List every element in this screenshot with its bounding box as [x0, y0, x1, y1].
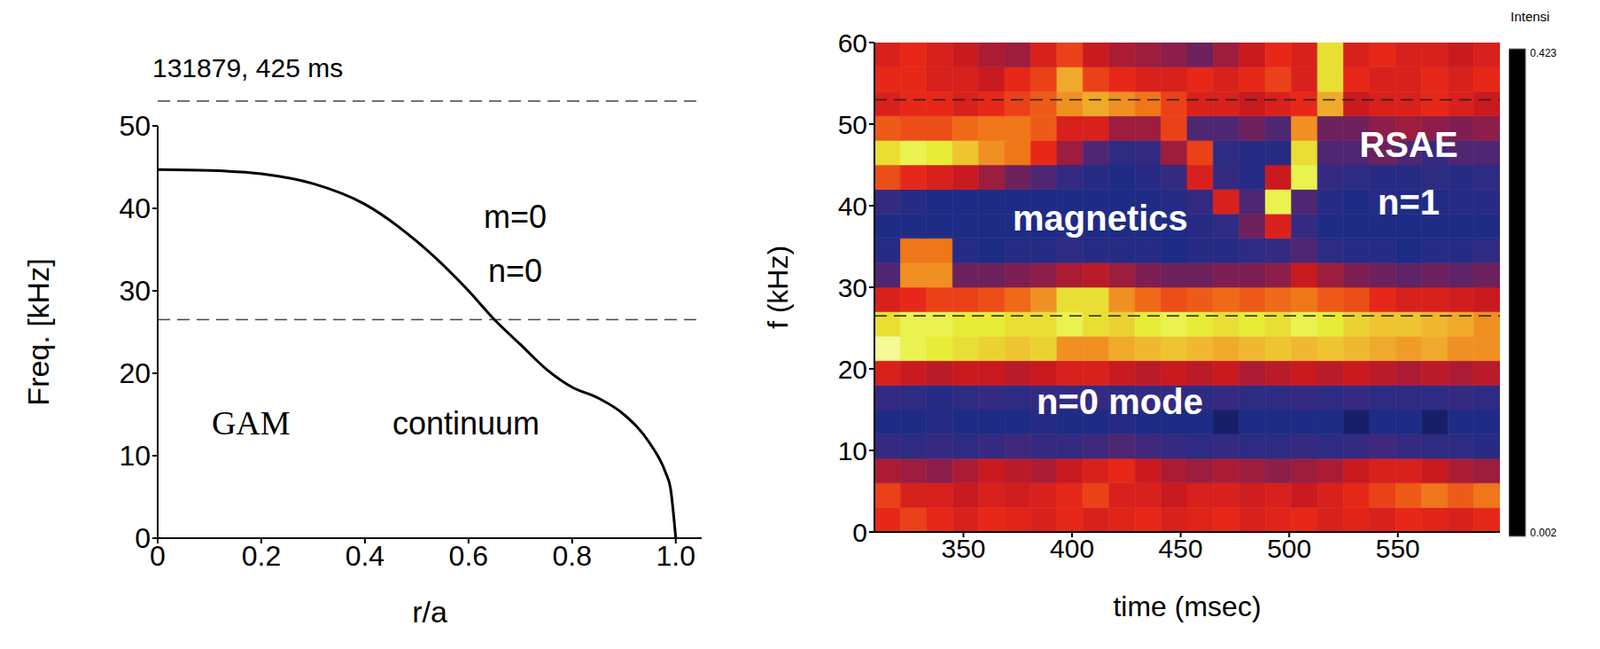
svg-text:500: 500	[1266, 533, 1312, 563]
svg-text:20: 20	[838, 354, 868, 384]
svg-text:30: 30	[118, 274, 151, 307]
svg-text:RSAE: RSAE	[1359, 124, 1458, 164]
svg-text:20: 20	[118, 357, 151, 389]
svg-text:350: 350	[940, 533, 986, 563]
svg-text:0.4: 0.4	[345, 539, 385, 572]
svg-text:40: 40	[118, 192, 151, 225]
svg-text:50: 50	[118, 109, 151, 142]
svg-text:r/a: r/a	[411, 594, 448, 629]
svg-text:0.6: 0.6	[449, 539, 489, 572]
svg-text:m=0: m=0	[483, 198, 547, 235]
svg-text:550: 550	[1375, 533, 1421, 563]
html-text:131879, 425 ms: 131879, 425 ms	[152, 53, 344, 83]
svg-text:GAM: GAM	[211, 403, 291, 442]
svg-text:Freq. [kHz]: Freq. [kHz]	[21, 257, 55, 405]
svg-text:10: 10	[118, 439, 151, 472]
svg-text:0.8: 0.8	[552, 539, 592, 572]
svg-text:0.2: 0.2	[241, 539, 281, 572]
svg-text:1.0: 1.0	[656, 539, 696, 572]
svg-text:n=1: n=1	[1377, 182, 1440, 222]
svg-text:n=0 mode: n=0 mode	[1036, 381, 1204, 421]
svg-text:0: 0	[134, 521, 151, 554]
svg-text:0: 0	[149, 539, 166, 572]
svg-text:f (kHz): f (kHz)	[761, 245, 794, 329]
svg-text:10: 10	[838, 435, 868, 466]
svg-text:400: 400	[1049, 533, 1095, 563]
svg-text:450: 450	[1158, 533, 1204, 563]
svg-text:60: 60	[838, 28, 868, 58]
svg-text:0: 0	[852, 517, 868, 547]
svg-text:continuum: continuum	[392, 404, 540, 442]
svg-text:0.423: 0.423	[1530, 46, 1557, 60]
svg-text:0.002: 0.002	[1530, 526, 1557, 539]
svg-text:40: 40	[838, 191, 868, 221]
svg-text:50: 50	[838, 109, 868, 140]
svg-text:time (msec): time (msec)	[1112, 590, 1261, 622]
svg-text:magnetics: magnetics	[1012, 198, 1189, 238]
svg-text:30: 30	[838, 272, 868, 303]
svg-text:n=0: n=0	[488, 252, 543, 289]
svg-text:Intensi: Intensi	[1510, 8, 1550, 24]
